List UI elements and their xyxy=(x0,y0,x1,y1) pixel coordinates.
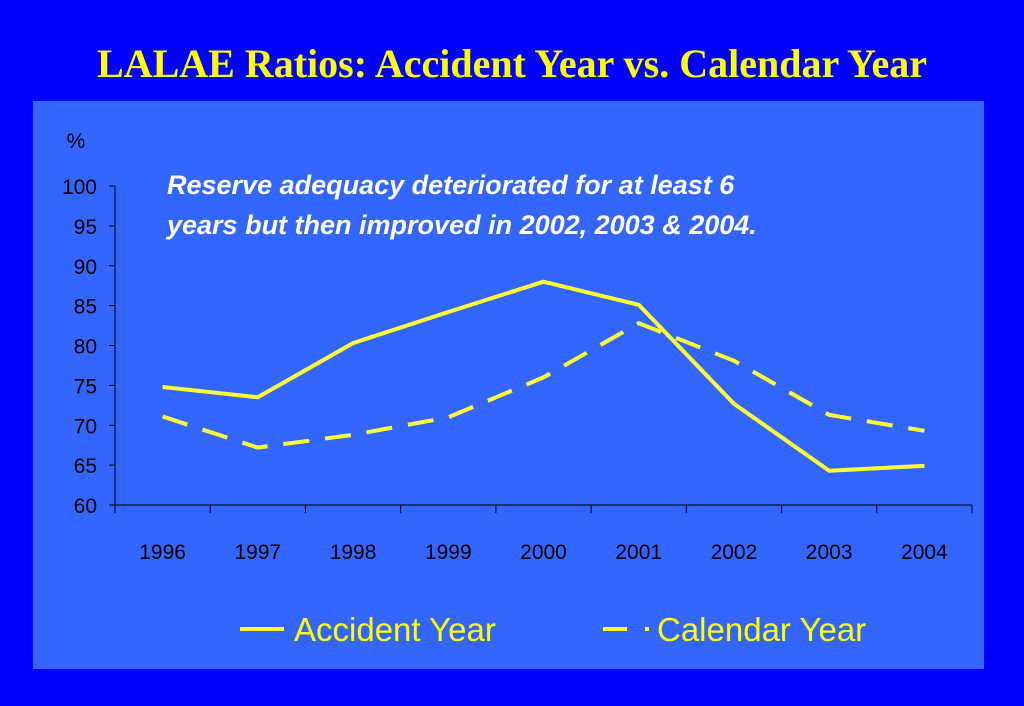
x-tick-label: 1998 xyxy=(330,541,377,564)
legend-label: Accident Year xyxy=(294,611,496,648)
slide-title: LALAE Ratios: Accident Year vs. Calendar… xyxy=(97,41,927,86)
annotation-line: years but then improved in 2002, 2003 & … xyxy=(165,210,757,240)
y-tick-label: 85 xyxy=(74,296,97,319)
legend-label: Calendar Year xyxy=(657,611,866,648)
line-chart: % 60 65 70 75 80 85 90 95 100 1996 1997 1998 1999 20… xyxy=(62,130,973,648)
y-tick-label: 75 xyxy=(74,375,97,398)
y-tick-label: 80 xyxy=(74,336,97,359)
y-tick-label: 60 xyxy=(74,495,97,518)
x-axis: 1996 1997 1998 1999 2000 2001 2002 2003 2004 xyxy=(114,504,973,564)
series-lines xyxy=(161,279,925,473)
y-tick-label: 95 xyxy=(74,216,97,239)
y-tick-label: 70 xyxy=(74,415,97,438)
y-axis: 60 65 70 75 80 85 90 95 100 xyxy=(62,176,116,518)
x-tick-label: 2004 xyxy=(901,541,948,564)
x-tick-label: 2003 xyxy=(806,541,853,564)
x-tick-label: 1996 xyxy=(139,541,186,564)
x-tick-label: 2000 xyxy=(520,541,567,564)
x-tick-label: 1997 xyxy=(234,541,281,564)
annotation: Reserve adequacy deteriorated for at lea… xyxy=(165,170,757,240)
legend: Accident Year Calendar Year xyxy=(240,611,866,648)
legend-swatch-dot xyxy=(645,627,649,631)
x-tick-label: 2001 xyxy=(615,541,662,564)
y-tick-label: 65 xyxy=(74,455,97,478)
y-tick-label: 100 xyxy=(62,176,97,199)
y-axis-unit-label: % xyxy=(67,130,86,153)
annotation-line: Reserve adequacy deteriorated for at lea… xyxy=(167,170,735,200)
chart-panel: % 60 65 70 75 80 85 90 95 100 1996 1997 1998 1999 20… xyxy=(33,101,984,669)
x-tick-label: 1999 xyxy=(425,541,472,564)
x-tick-label: 2002 xyxy=(711,541,758,564)
y-tick-label: 90 xyxy=(74,256,97,279)
